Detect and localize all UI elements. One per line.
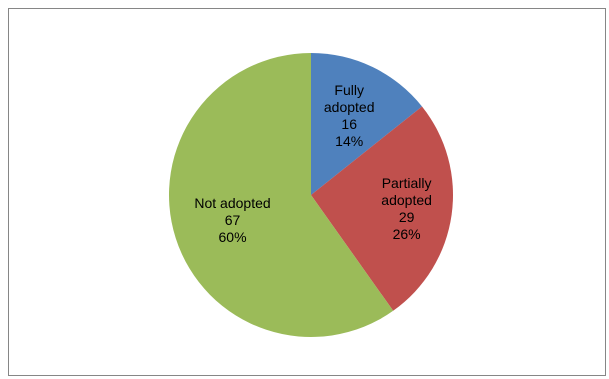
data-label-category-fully-adopted: adopted [324,99,375,115]
data-label-fully-adopted: Fully adopted 16 14% [324,82,375,149]
data-label-percent-fully-adopted: 14% [335,133,363,149]
data-label-not-adopted: Not adopted 67 60% [194,195,270,245]
data-label-percent-not-adopted: 60% [219,229,247,245]
data-label-value-fully-adopted: 16 [341,116,357,132]
data-label-category-fully-adopted: Fully [334,82,364,98]
data-label-category-partially-adopted: Partially [382,175,432,191]
data-label-partially-adopted: Partially adopted 29 26% [381,175,432,242]
pie-labels: Fully adopted 16 14%Partially adopted 29 26%No… [194,82,432,245]
data-label-percent-partially-adopted: 26% [393,226,421,242]
pie-slices [168,53,453,338]
pie-slice-not-adopted [168,53,394,338]
data-label-category-partially-adopted: adopted [381,192,432,208]
pie-slice-fully-adopted [311,53,423,195]
data-label-category-not-adopted: Not adopted [194,195,270,211]
data-label-value-not-adopted: 67 [225,212,241,228]
data-label-value-partially-adopted: 29 [399,209,415,225]
pie-slice-partially-adopted [311,106,453,311]
